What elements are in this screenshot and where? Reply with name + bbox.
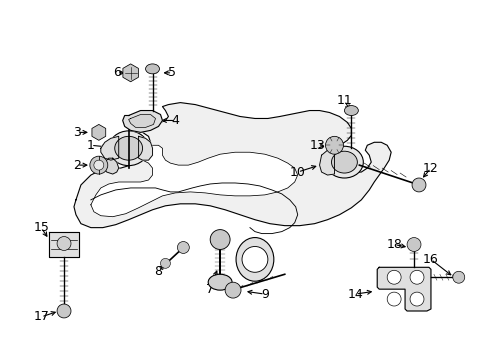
Text: 10: 10 — [289, 166, 305, 179]
Text: 5: 5 — [168, 66, 176, 79]
Text: 1: 1 — [87, 139, 95, 152]
Circle shape — [386, 270, 400, 284]
Circle shape — [409, 292, 423, 306]
Text: 16: 16 — [422, 253, 438, 266]
Ellipse shape — [115, 136, 142, 160]
Ellipse shape — [325, 146, 363, 178]
Polygon shape — [101, 136, 119, 160]
Circle shape — [406, 238, 420, 251]
Ellipse shape — [331, 151, 357, 173]
Circle shape — [224, 282, 241, 298]
Ellipse shape — [145, 64, 159, 74]
Circle shape — [210, 230, 230, 249]
Polygon shape — [138, 136, 152, 160]
Circle shape — [411, 178, 425, 192]
Text: 11: 11 — [336, 94, 351, 107]
Text: 2: 2 — [73, 159, 81, 172]
Circle shape — [325, 136, 343, 154]
Ellipse shape — [108, 131, 148, 166]
Text: 12: 12 — [422, 162, 438, 175]
Circle shape — [386, 292, 400, 306]
Polygon shape — [92, 125, 105, 140]
Polygon shape — [319, 148, 334, 175]
Ellipse shape — [236, 238, 273, 281]
Text: 4: 4 — [171, 114, 179, 127]
Polygon shape — [128, 114, 155, 127]
Circle shape — [57, 237, 71, 251]
Circle shape — [409, 270, 423, 284]
Circle shape — [242, 247, 267, 272]
Text: 9: 9 — [261, 288, 268, 301]
Polygon shape — [376, 267, 430, 311]
Circle shape — [177, 242, 189, 253]
Ellipse shape — [344, 105, 358, 116]
Text: 6: 6 — [113, 66, 121, 79]
Text: 8: 8 — [154, 265, 162, 278]
Polygon shape — [122, 111, 162, 132]
Text: 7: 7 — [206, 283, 214, 296]
Polygon shape — [122, 64, 138, 82]
Circle shape — [90, 156, 107, 174]
Text: 14: 14 — [347, 288, 363, 301]
Polygon shape — [74, 103, 390, 228]
Circle shape — [94, 160, 103, 170]
Ellipse shape — [208, 274, 232, 290]
Text: 15: 15 — [33, 221, 49, 234]
Polygon shape — [91, 145, 297, 217]
Text: 3: 3 — [73, 126, 81, 139]
Polygon shape — [49, 231, 79, 257]
Circle shape — [160, 258, 170, 268]
Circle shape — [57, 304, 71, 318]
Text: 13: 13 — [309, 139, 325, 152]
Circle shape — [452, 271, 464, 283]
Text: 18: 18 — [386, 238, 401, 251]
Polygon shape — [102, 158, 119, 174]
Text: 17: 17 — [33, 310, 49, 323]
